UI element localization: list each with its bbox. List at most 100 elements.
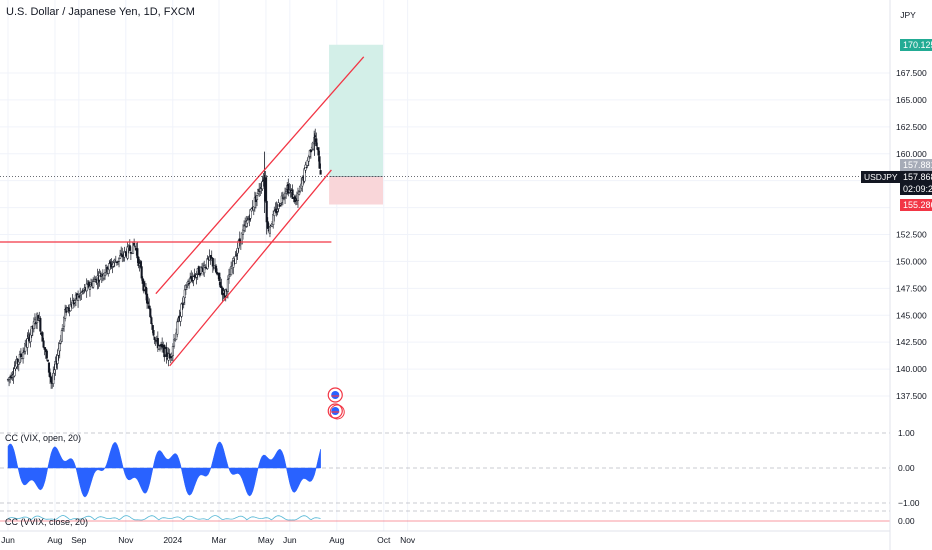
candle-body <box>283 192 287 198</box>
candle-body <box>179 315 182 322</box>
candle-body <box>248 218 251 221</box>
candle-body <box>298 191 301 195</box>
currency-label[interactable]: JPY <box>900 10 916 20</box>
candle-body <box>109 261 112 265</box>
candle-body <box>305 166 308 169</box>
candle-body <box>150 317 153 325</box>
candle-body <box>234 256 237 264</box>
last-price-tag: 157.881 <box>900 159 932 171</box>
price-tick-label: 140.000 <box>896 364 927 374</box>
candle-body <box>315 138 318 146</box>
price-tick-label: 142.500 <box>896 337 927 347</box>
candle-body <box>126 246 129 259</box>
candle-body <box>206 258 209 269</box>
candle-body <box>232 258 235 268</box>
time-tick-label: Jun <box>1 535 15 545</box>
price-tick-label: 150.000 <box>896 256 927 266</box>
candle-body <box>319 170 322 175</box>
candle-body <box>69 304 72 312</box>
channel-lower-line[interactable] <box>169 169 332 367</box>
price-tick-label: 160.000 <box>896 149 927 159</box>
candle-body <box>168 353 171 359</box>
symbol-tag: USDJPY <box>861 171 901 183</box>
indicator-tick-label: −1.00 <box>898 498 920 508</box>
candle-body <box>67 307 70 310</box>
candle-body <box>181 303 184 305</box>
stop-zone[interactable] <box>329 176 383 205</box>
price-tick-label: 152.500 <box>896 230 927 240</box>
vix-correlation-area <box>7 441 321 498</box>
chart-title: U.S. Dollar / Japanese Yen, 1D, FXCM <box>6 6 195 18</box>
indicator-tick-label: 1.00 <box>898 428 915 438</box>
target-price-tag: 170.125 <box>900 39 932 51</box>
candle-body <box>259 188 262 192</box>
time-tick-label: Oct <box>377 535 391 545</box>
candle-body <box>165 347 168 357</box>
candle-body <box>42 340 45 348</box>
candle-body <box>272 214 275 226</box>
candle-body <box>161 344 164 348</box>
candle-body <box>147 301 150 305</box>
price-tick-label: 165.000 <box>896 95 927 105</box>
candle-body <box>291 189 294 199</box>
time-tick-label: Nov <box>400 535 416 545</box>
candle-body <box>133 243 136 246</box>
indicator-tick-label: 0.00 <box>898 516 915 526</box>
candle-body <box>192 276 195 281</box>
candle-body <box>88 285 91 290</box>
us-flag-icon <box>331 407 340 415</box>
candle-body <box>41 332 44 342</box>
stop-price-tag: 155.286 <box>900 199 932 211</box>
candle-body <box>73 300 76 303</box>
candle-body <box>268 226 272 234</box>
candle-body <box>29 334 32 343</box>
candle-body <box>153 336 156 340</box>
candle-body <box>60 330 63 342</box>
candle-body <box>48 372 52 378</box>
indicator-vix-label[interactable]: CC (VIX, open, 20) <box>5 433 82 443</box>
candle-body <box>180 303 183 317</box>
candle-body <box>264 177 267 202</box>
us-flag-icon <box>329 404 345 420</box>
candle-body <box>112 262 115 267</box>
candle-body <box>211 258 214 267</box>
candle-body <box>39 318 42 332</box>
candle-body <box>56 355 59 364</box>
candle-body <box>174 338 177 341</box>
candle-body <box>198 273 201 276</box>
vvix-correlation-line <box>7 515 321 521</box>
candle-body <box>246 220 249 224</box>
time-tick-label: Sep <box>71 535 86 545</box>
candle-body <box>119 255 122 259</box>
price-tick-label: 147.500 <box>896 283 927 293</box>
candle-body <box>276 209 279 212</box>
candle-body <box>200 267 204 269</box>
candle-body <box>149 308 152 318</box>
candle-body <box>318 156 321 169</box>
candle-body <box>243 225 246 231</box>
channel-upper-line[interactable] <box>155 56 365 295</box>
candle-body <box>120 253 123 255</box>
time-tick-label: Nov <box>118 535 134 545</box>
indicator-vvix-label[interactable]: CC (VVIX, close, 20) <box>5 517 89 527</box>
candle-body <box>235 254 238 256</box>
current-price-tag: 157.868 <box>900 171 932 183</box>
target-zone[interactable] <box>329 44 383 177</box>
candle-body <box>296 193 300 201</box>
candle-body <box>227 274 231 279</box>
time-tick-label: Mar <box>212 535 227 545</box>
candle-body <box>52 372 55 384</box>
time-tick-label: Jun <box>283 535 297 545</box>
candle-body <box>157 345 160 350</box>
candle-body <box>117 257 121 262</box>
candle-body <box>273 210 276 216</box>
candle-body <box>261 181 264 190</box>
candle-body <box>185 286 188 288</box>
candle-series <box>6 128 322 389</box>
candle-body <box>103 272 107 277</box>
candle-body <box>8 377 11 380</box>
candle-body <box>285 191 288 194</box>
candle-body <box>152 330 155 336</box>
candle-body <box>171 346 174 356</box>
